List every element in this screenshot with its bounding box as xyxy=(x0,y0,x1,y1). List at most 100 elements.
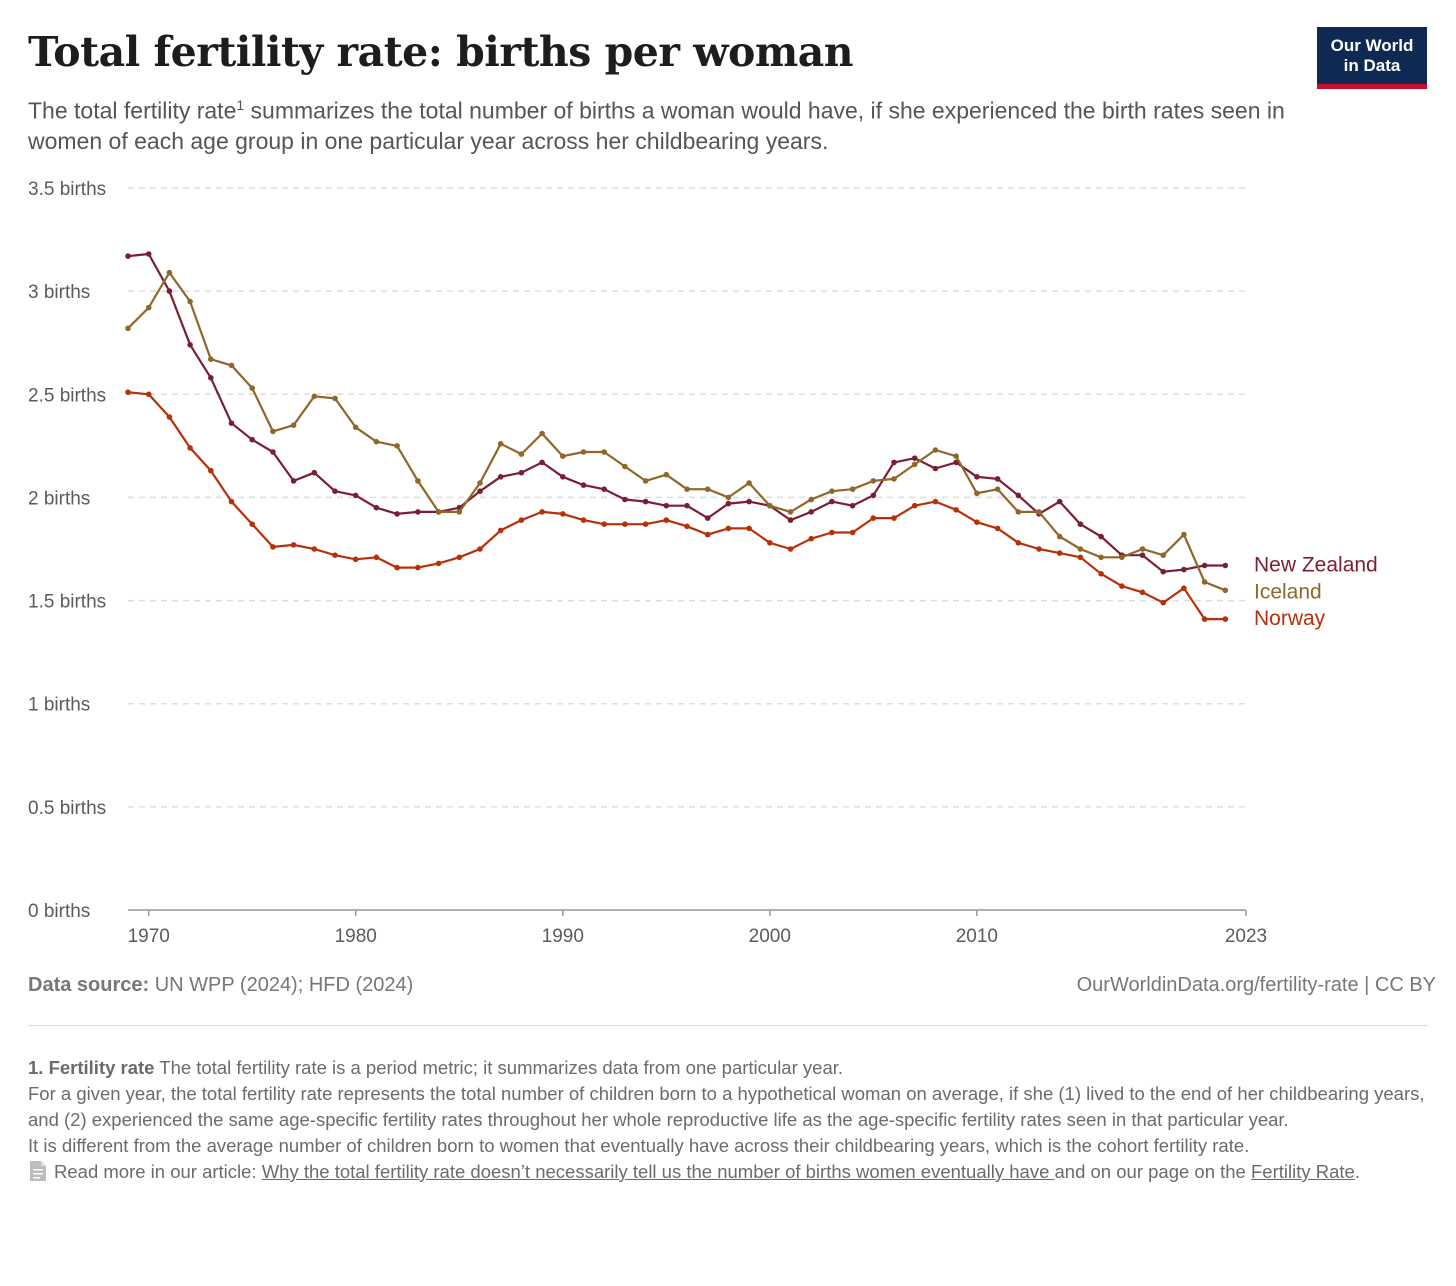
data-point[interactable] xyxy=(953,453,959,460)
data-point[interactable] xyxy=(1201,616,1208,622)
data-point[interactable] xyxy=(1056,533,1063,540)
series-iceland[interactable]: Iceland xyxy=(125,269,1322,604)
data-point[interactable] xyxy=(663,517,670,523)
data-point[interactable] xyxy=(332,395,338,402)
data-point[interactable] xyxy=(1119,583,1125,589)
data-point[interactable] xyxy=(373,504,380,511)
data-point[interactable] xyxy=(642,498,649,505)
data-point[interactable] xyxy=(228,420,235,427)
data-point[interactable] xyxy=(352,424,359,431)
data-point[interactable] xyxy=(249,521,255,527)
data-point[interactable] xyxy=(518,469,525,476)
data-point[interactable] xyxy=(953,459,959,466)
data-point[interactable] xyxy=(808,509,814,515)
data-point[interactable] xyxy=(1139,552,1146,558)
data-point[interactable] xyxy=(145,304,152,311)
data-point[interactable] xyxy=(290,422,297,429)
data-point[interactable] xyxy=(1036,509,1042,515)
data-point[interactable] xyxy=(415,509,421,515)
data-point[interactable] xyxy=(994,476,1001,482)
series-label[interactable]: New Zealand xyxy=(1254,554,1378,577)
series-line[interactable] xyxy=(127,391,1226,621)
data-point[interactable] xyxy=(290,542,297,548)
data-point[interactable] xyxy=(1201,579,1208,585)
data-point[interactable] xyxy=(456,554,463,561)
series-line[interactable] xyxy=(127,271,1226,592)
data-point[interactable] xyxy=(1181,566,1187,573)
data-point[interactable] xyxy=(580,517,587,523)
data-point[interactable] xyxy=(1181,585,1187,591)
data-point[interactable] xyxy=(394,564,400,571)
data-point[interactable] xyxy=(829,498,835,505)
data-point[interactable] xyxy=(580,449,587,455)
data-point[interactable] xyxy=(725,494,732,501)
data-point[interactable] xyxy=(891,515,897,521)
data-point[interactable] xyxy=(187,298,193,305)
data-point[interactable] xyxy=(1056,550,1063,556)
data-point[interactable] xyxy=(477,546,483,552)
data-point[interactable] xyxy=(352,492,359,499)
data-point[interactable] xyxy=(1098,533,1104,540)
data-point[interactable] xyxy=(435,509,442,515)
fertility-rate-link[interactable]: Fertility Rate xyxy=(1251,1161,1355,1182)
data-point[interactable] xyxy=(974,490,980,497)
data-point[interactable] xyxy=(642,478,649,484)
footnote-ref[interactable]: 1 xyxy=(236,97,245,113)
data-point[interactable] xyxy=(539,509,545,515)
data-point[interactable] xyxy=(270,544,276,550)
series-label[interactable]: Iceland xyxy=(1254,581,1322,604)
data-point[interactable] xyxy=(560,474,566,480)
article-link[interactable]: Why the total fertility rate doesn’t nec… xyxy=(261,1161,1055,1182)
data-point[interactable] xyxy=(1077,546,1084,552)
data-point[interactable] xyxy=(373,554,380,561)
data-point[interactable] xyxy=(311,393,318,400)
data-point[interactable] xyxy=(332,488,338,495)
data-point[interactable] xyxy=(870,492,877,499)
data-point[interactable] xyxy=(974,474,980,480)
data-point[interactable] xyxy=(1181,531,1187,538)
data-point[interactable] xyxy=(187,445,193,451)
series-line[interactable] xyxy=(127,252,1226,573)
data-point[interactable] xyxy=(125,325,131,332)
data-point[interactable] xyxy=(1015,509,1022,515)
data-point[interactable] xyxy=(311,469,318,476)
data-point[interactable] xyxy=(849,529,856,536)
data-point[interactable] xyxy=(1015,540,1022,546)
data-point[interactable] xyxy=(704,515,711,521)
data-point[interactable] xyxy=(1056,498,1063,505)
data-point[interactable] xyxy=(456,509,463,515)
data-point[interactable] xyxy=(270,428,276,435)
data-point[interactable] xyxy=(560,511,566,517)
data-point[interactable] xyxy=(767,540,773,546)
data-point[interactable] xyxy=(725,525,732,532)
data-point[interactable] xyxy=(311,546,318,552)
data-point[interactable] xyxy=(601,449,607,455)
data-point[interactable] xyxy=(684,486,690,493)
data-point[interactable] xyxy=(166,269,173,276)
data-point[interactable] xyxy=(932,447,939,453)
data-point[interactable] xyxy=(249,385,255,391)
data-point[interactable] xyxy=(394,511,400,517)
data-point[interactable] xyxy=(497,527,504,534)
data-point[interactable] xyxy=(497,474,504,480)
data-point[interactable] xyxy=(849,502,856,509)
data-point[interactable] xyxy=(1160,599,1166,606)
data-point[interactable] xyxy=(1222,562,1229,569)
data-point[interactable] xyxy=(684,523,690,530)
data-point[interactable] xyxy=(684,502,690,509)
data-point[interactable] xyxy=(208,356,214,363)
data-point[interactable] xyxy=(663,471,670,478)
data-point[interactable] xyxy=(1098,554,1104,561)
data-point[interactable] xyxy=(1098,571,1104,577)
data-point[interactable] xyxy=(166,414,173,420)
data-point[interactable] xyxy=(518,451,525,457)
data-point[interactable] xyxy=(187,342,193,348)
data-point[interactable] xyxy=(1119,554,1125,561)
data-point[interactable] xyxy=(1222,587,1229,594)
data-point[interactable] xyxy=(725,500,732,507)
data-point[interactable] xyxy=(704,486,711,493)
data-point[interactable] xyxy=(518,517,525,523)
data-point[interactable] xyxy=(1222,616,1229,622)
data-point[interactable] xyxy=(891,476,897,482)
data-point[interactable] xyxy=(166,288,173,294)
